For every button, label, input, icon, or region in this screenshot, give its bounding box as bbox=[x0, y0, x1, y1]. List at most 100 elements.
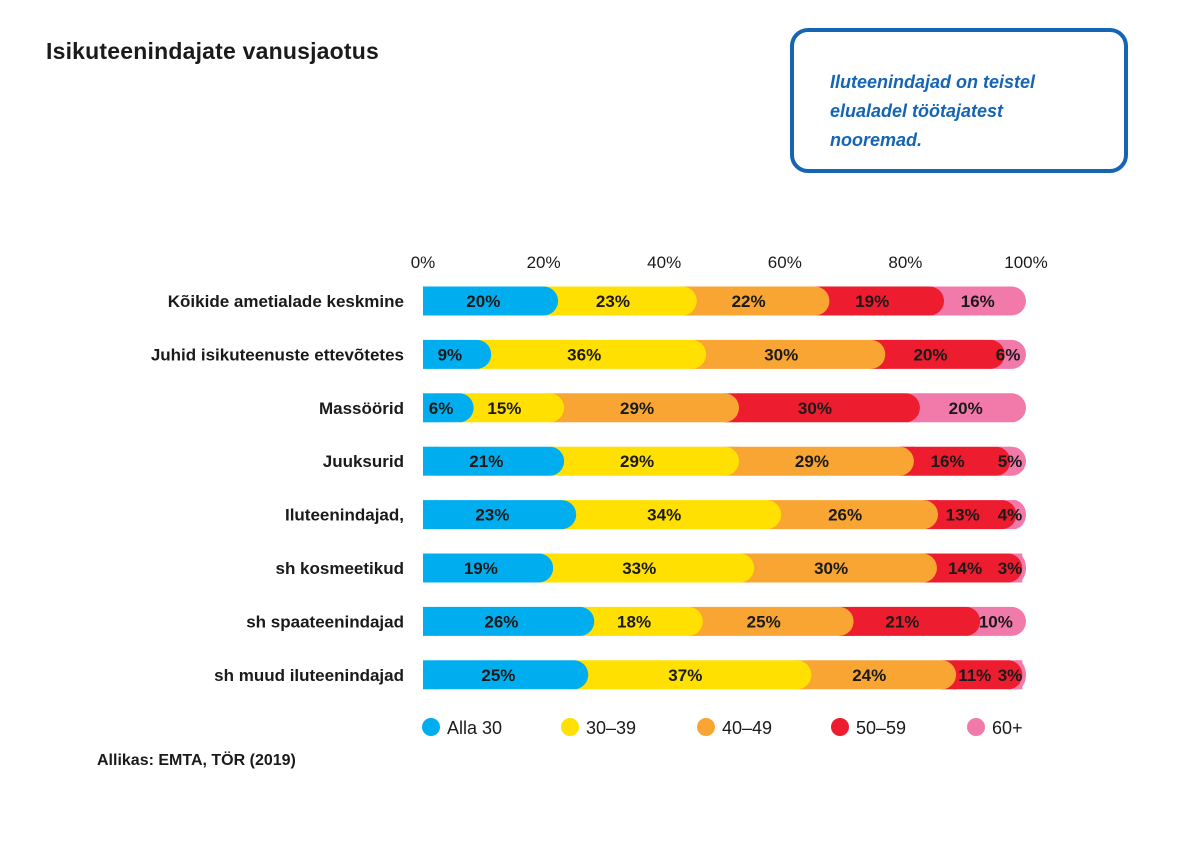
data-label: 36% bbox=[567, 345, 601, 364]
bar-segment bbox=[796, 660, 957, 690]
data-label: 5% bbox=[998, 452, 1023, 471]
legend-swatch bbox=[422, 718, 440, 736]
data-label: 11% bbox=[958, 666, 991, 685]
bar-segment bbox=[739, 553, 937, 583]
bar-segment-fill bbox=[423, 606, 438, 636]
data-label: 9% bbox=[438, 345, 463, 364]
data-label: 29% bbox=[620, 452, 654, 471]
category-label: Iluteenindajad, bbox=[285, 506, 404, 525]
category-label: sh muud iluteenindajad bbox=[214, 666, 404, 685]
data-label: 3% bbox=[998, 559, 1023, 578]
callout-line: nooremad. bbox=[830, 130, 923, 150]
bar-segment bbox=[724, 446, 914, 476]
bar-segment bbox=[691, 339, 886, 369]
bar-segment-fill bbox=[423, 660, 438, 690]
data-label: 30% bbox=[814, 559, 848, 578]
bar-segment bbox=[549, 393, 739, 423]
bar-segment bbox=[423, 286, 559, 316]
data-label: 23% bbox=[596, 292, 630, 311]
data-label: 24% bbox=[852, 666, 886, 685]
data-label: 16% bbox=[931, 452, 965, 471]
bar-segment-fill bbox=[423, 393, 438, 423]
bar-segment bbox=[538, 553, 755, 583]
bar-segment bbox=[870, 339, 1005, 369]
data-label: 23% bbox=[475, 506, 509, 525]
bar-segment-fill bbox=[423, 446, 438, 476]
x-tick-label: 40% bbox=[647, 253, 681, 272]
category-label: Kõikide ametialade keskmine bbox=[168, 292, 404, 311]
x-tick-label: 20% bbox=[527, 253, 561, 272]
bar-segment bbox=[549, 446, 739, 476]
bar-segment bbox=[766, 500, 938, 530]
bar-segment-fill bbox=[423, 339, 438, 369]
bar-segment bbox=[941, 660, 1023, 690]
data-label: 25% bbox=[747, 612, 781, 631]
bar-segment bbox=[929, 286, 1026, 316]
chart-title: Isikuteenindajate vanusjaotus bbox=[46, 38, 380, 64]
bar-segment-fill bbox=[423, 500, 438, 530]
data-label: 26% bbox=[484, 612, 518, 631]
legend-label: 60+ bbox=[992, 718, 1023, 738]
data-label: 18% bbox=[617, 612, 651, 631]
bar-segment bbox=[459, 393, 565, 423]
legend-swatch bbox=[967, 718, 985, 736]
bar-segment bbox=[682, 286, 830, 316]
legend-swatch bbox=[561, 718, 579, 736]
bar-segment bbox=[573, 660, 812, 690]
x-tick-label: 100% bbox=[1004, 253, 1047, 272]
category-label: Massöörid bbox=[319, 399, 404, 418]
legend-label: 30–39 bbox=[586, 718, 636, 738]
callout-line: elualadel töötajatest bbox=[830, 101, 1004, 121]
category-label: Juhid isikuteenuste ettevõtetes bbox=[151, 345, 404, 364]
bar-segment bbox=[965, 606, 1026, 636]
data-label: 34% bbox=[647, 506, 681, 525]
bar-segment bbox=[423, 606, 595, 636]
data-label: 29% bbox=[795, 452, 829, 471]
data-label: 4% bbox=[998, 506, 1023, 525]
data-label: 19% bbox=[464, 559, 498, 578]
data-label: 29% bbox=[620, 399, 654, 418]
data-label: 3% bbox=[998, 666, 1023, 685]
data-label: 30% bbox=[798, 399, 832, 418]
legend-label: 40–49 bbox=[722, 718, 772, 738]
bar-segment bbox=[423, 446, 565, 476]
bar-segment bbox=[688, 606, 854, 636]
category-label: sh spaateenindajad bbox=[246, 612, 404, 631]
bar-segment bbox=[839, 606, 981, 636]
bar-segment bbox=[579, 606, 703, 636]
bar-segment bbox=[923, 500, 1017, 530]
category-label: Juuksurid bbox=[323, 452, 404, 471]
bar-segment bbox=[814, 286, 945, 316]
data-label: 22% bbox=[732, 292, 766, 311]
bar-segment bbox=[899, 446, 1011, 476]
data-label: 20% bbox=[949, 399, 983, 418]
data-label: 25% bbox=[481, 666, 515, 685]
x-tick-label: 80% bbox=[888, 253, 922, 272]
bar-segment bbox=[423, 339, 492, 369]
source-note: Allikas: EMTA, TÖR (2019) bbox=[97, 752, 296, 769]
bar-segment bbox=[724, 393, 920, 423]
data-label: 6% bbox=[429, 399, 454, 418]
data-label: 21% bbox=[469, 452, 503, 471]
legend-swatch bbox=[831, 718, 849, 736]
category-label: sh kosmeetikud bbox=[276, 559, 405, 578]
data-label: 20% bbox=[913, 345, 947, 364]
callout-line: Iluteenindajad on teistel bbox=[830, 72, 1036, 92]
data-label: 37% bbox=[668, 666, 702, 685]
legend-swatch bbox=[697, 718, 715, 736]
bar-segment bbox=[423, 500, 577, 530]
bar-segment bbox=[423, 660, 589, 690]
data-label: 21% bbox=[885, 612, 919, 631]
data-label: 14% bbox=[948, 559, 982, 578]
bar-segment-fill bbox=[423, 286, 438, 316]
x-tick-label: 0% bbox=[411, 253, 436, 272]
bar-segment bbox=[905, 393, 1026, 423]
bar-segment bbox=[423, 553, 554, 583]
callout-box: Iluteenindajad on teistel elualadel tööt… bbox=[790, 28, 1128, 173]
bar-segment-fill bbox=[423, 553, 438, 583]
legend-label: Alla 30 bbox=[447, 718, 502, 738]
data-label: 19% bbox=[855, 292, 889, 311]
data-label: 16% bbox=[961, 292, 995, 311]
x-tick-label: 60% bbox=[768, 253, 802, 272]
